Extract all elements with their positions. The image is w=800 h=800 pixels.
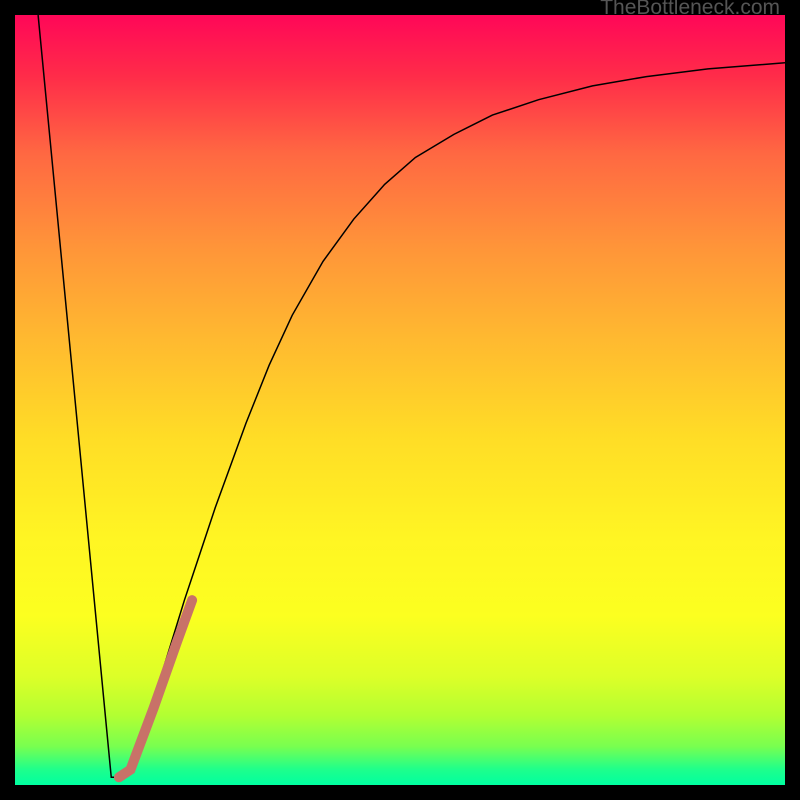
gradient-background xyxy=(15,15,785,785)
chart-svg xyxy=(0,0,800,800)
chart-frame: TheBottleneck.com xyxy=(0,0,800,800)
watermark-text: TheBottleneck.com xyxy=(600,0,780,20)
